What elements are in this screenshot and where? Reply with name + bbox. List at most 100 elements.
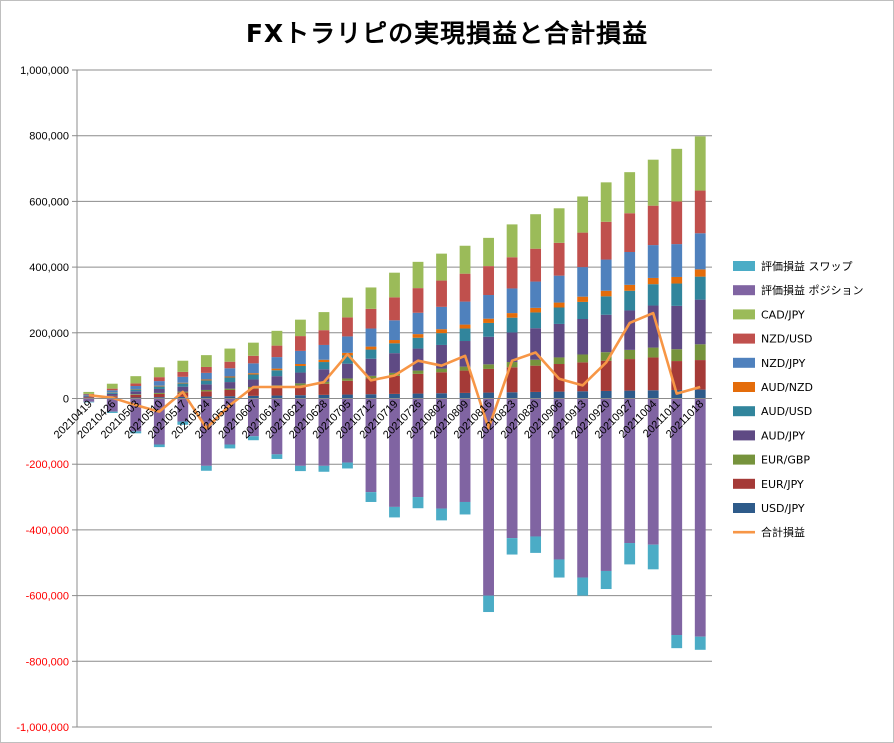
bar-eurgbp xyxy=(647,347,659,358)
bar-nzdjpy xyxy=(553,275,565,303)
bar-audusd xyxy=(295,365,306,373)
bar-nzdjpy xyxy=(600,259,612,291)
bar-nzdusd xyxy=(436,280,447,307)
y-tick-label: 600,000 xyxy=(29,196,69,208)
bar-cadjpy xyxy=(130,376,142,384)
bar-unrealized-swap xyxy=(483,595,494,613)
bar-audjpy xyxy=(342,363,353,379)
bar-audjpy xyxy=(647,305,659,348)
bar-audjpy xyxy=(271,376,283,386)
bar-eurjpy xyxy=(647,357,659,391)
bar-audusd xyxy=(412,337,424,349)
bar-usdjpy xyxy=(506,392,518,399)
legend-swatch xyxy=(733,454,755,465)
bar-cadjpy xyxy=(483,237,494,267)
bar-eurgbp xyxy=(365,375,377,379)
bar-unrealized-swap xyxy=(600,570,612,590)
bar-unrealized-position xyxy=(200,398,212,466)
bar-nzdjpy xyxy=(295,350,306,365)
bar-cadjpy xyxy=(224,348,236,362)
bar-usdjpy xyxy=(200,396,212,399)
bar-nzdusd xyxy=(365,308,377,329)
bar-eurgbp xyxy=(224,388,236,390)
bar-eurjpy xyxy=(318,383,330,395)
legend-swatch xyxy=(733,478,755,489)
bar-unrealized-swap xyxy=(624,543,636,565)
bar-nzdusd xyxy=(153,377,165,382)
bar-eurjpy xyxy=(412,373,424,394)
bar-audnzd xyxy=(577,296,589,302)
bar-unrealized-position xyxy=(694,398,706,637)
legend-label: 合計損益 xyxy=(761,525,805,539)
bar-eurgbp xyxy=(295,383,306,386)
bar-audusd xyxy=(271,370,283,377)
bar-nzdusd xyxy=(553,242,565,276)
bar-audusd xyxy=(200,380,212,385)
bar-nzdjpy xyxy=(459,301,471,325)
bar-audusd xyxy=(389,343,400,354)
bar-nzdusd xyxy=(224,361,236,369)
bar-eurjpy xyxy=(271,387,283,396)
bar-audnzd xyxy=(247,373,259,375)
y-tick-label: -600,000 xyxy=(26,591,69,603)
bar-unrealized-position xyxy=(647,398,659,545)
bar-cadjpy xyxy=(389,272,400,298)
bar-eurjpy xyxy=(365,378,377,395)
bar-audnzd xyxy=(153,385,165,387)
bar-unrealized-swap xyxy=(647,544,659,570)
bar-usdjpy xyxy=(177,396,189,399)
bar-audnzd xyxy=(483,318,494,323)
bar-audnzd xyxy=(459,324,471,329)
bar-nzdusd xyxy=(271,345,283,358)
bar-audjpy xyxy=(153,388,165,393)
bar-eurjpy xyxy=(224,389,236,397)
bar-cadjpy xyxy=(600,182,612,222)
legend-label: AUD/USD xyxy=(761,405,812,418)
legend-label: 評価損益 ポジション xyxy=(761,283,864,297)
bar-unrealized-swap xyxy=(553,559,565,578)
legend-swatch xyxy=(733,503,755,513)
bar-cadjpy xyxy=(647,159,659,206)
bar-audjpy xyxy=(436,344,447,369)
bar-unrealized-position xyxy=(365,398,377,493)
bar-nzdusd xyxy=(600,221,612,260)
bar-audnzd xyxy=(177,382,189,384)
bar-unrealized-swap xyxy=(247,436,259,441)
bar-eurgbp xyxy=(130,394,142,395)
bar-eurjpy xyxy=(177,392,189,397)
bar-unrealized-position xyxy=(106,398,118,412)
bar-unrealized-swap xyxy=(130,431,142,434)
legend-label: EUR/GBP xyxy=(761,454,810,467)
bar-eurgbp xyxy=(553,357,565,365)
bar-audjpy xyxy=(295,372,306,384)
bar-audnzd xyxy=(506,313,518,318)
bar-audjpy xyxy=(530,328,542,360)
bar-audjpy xyxy=(83,396,95,398)
bar-audusd xyxy=(247,374,259,380)
bar-audusd xyxy=(647,284,659,306)
bar-audjpy xyxy=(600,314,612,353)
bar-nzdjpy xyxy=(647,245,659,278)
bar-unrealized-position xyxy=(412,398,424,498)
bar-unrealized-swap xyxy=(694,636,706,650)
bar-audusd xyxy=(153,386,165,389)
bar-usdjpy xyxy=(342,394,353,399)
bar-unrealized-position xyxy=(459,398,471,502)
bar-audnzd xyxy=(271,368,283,371)
bar-cadjpy xyxy=(200,355,212,367)
bar-audusd xyxy=(224,377,236,383)
bar-audusd xyxy=(671,283,683,306)
legend-swatch xyxy=(733,357,755,368)
bar-audnzd xyxy=(200,379,212,381)
bar-unrealized-swap xyxy=(389,506,400,518)
bar-usdjpy xyxy=(694,389,706,399)
y-tick-label: 200,000 xyxy=(29,328,69,340)
bar-eurjpy xyxy=(577,362,589,392)
bar-nzdusd xyxy=(577,232,589,268)
bar-audjpy xyxy=(106,393,118,396)
total-line xyxy=(88,311,701,430)
bar-nzdjpy xyxy=(694,233,706,270)
bar-nzdjpy xyxy=(153,381,165,386)
